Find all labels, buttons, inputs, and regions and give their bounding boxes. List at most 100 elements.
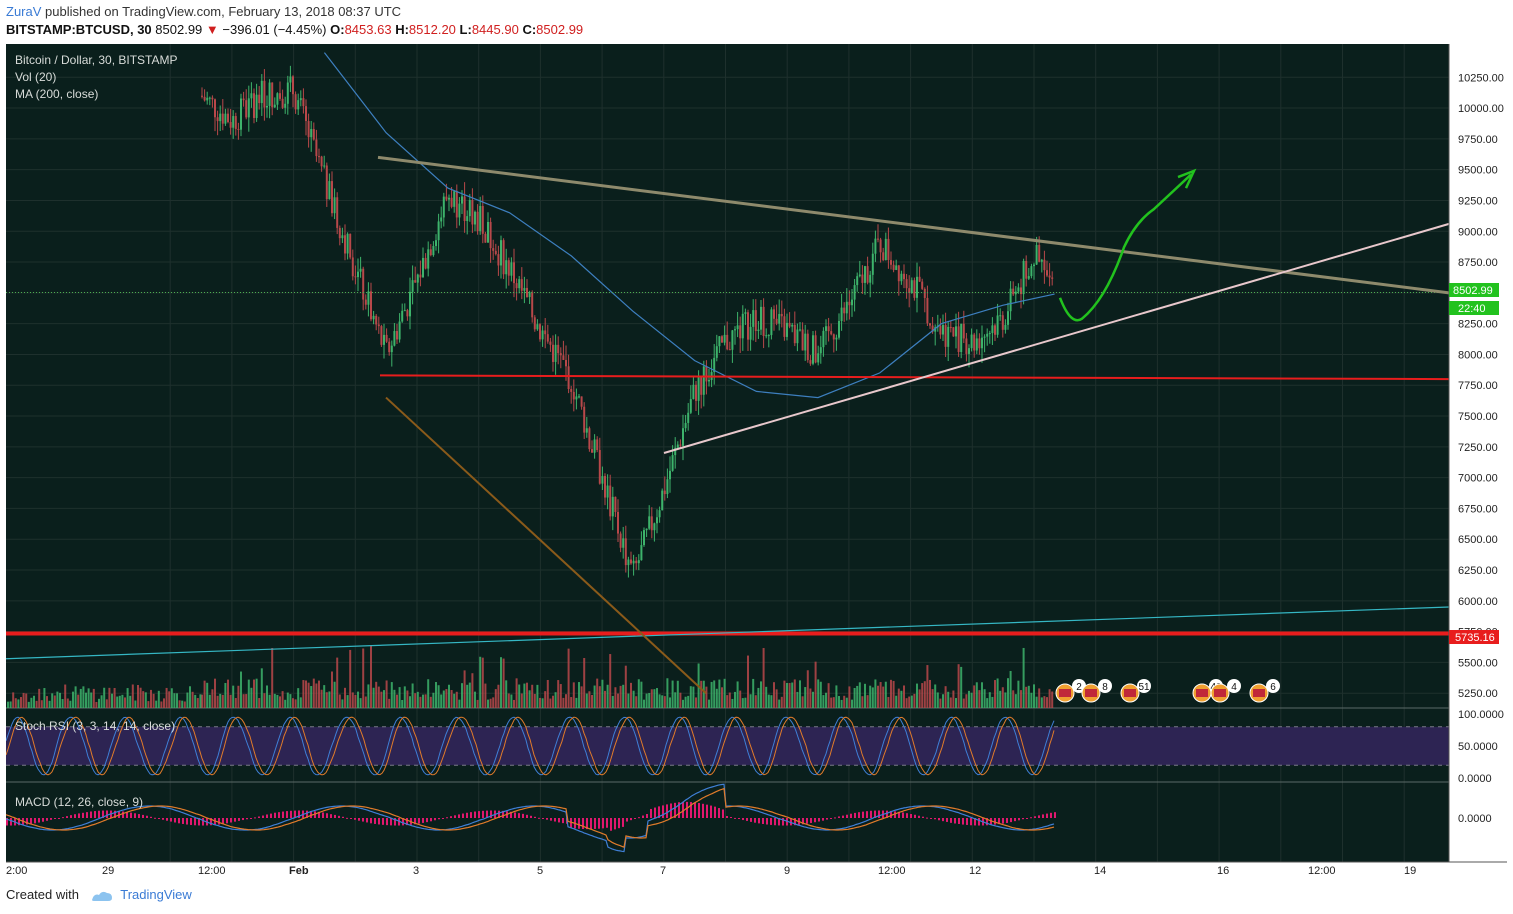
- macd-histogram-bar: [774, 818, 776, 826]
- volume-bar: [650, 689, 653, 708]
- volume-bar: [947, 691, 950, 708]
- candle-body: [783, 316, 786, 337]
- volume-bar: [682, 699, 684, 708]
- candle-body: [273, 104, 276, 108]
- volume-bar: [1033, 684, 1035, 708]
- macd-histogram-bar: [578, 818, 580, 829]
- macd-histogram-bar: [954, 818, 956, 824]
- macd-histogram-bar: [346, 817, 348, 819]
- macd-histogram-bar: [514, 812, 516, 818]
- candle-body: [411, 280, 414, 292]
- macd-histogram-bar: [374, 818, 376, 824]
- candle-body: [838, 320, 840, 338]
- volume-bar: [396, 694, 398, 708]
- candle-body: [632, 560, 635, 564]
- volume-bar: [770, 695, 773, 708]
- macd-histogram-bar: [250, 818, 252, 819]
- volume-bar: [150, 689, 152, 708]
- candle-body: [323, 165, 326, 167]
- candle-body: [1014, 291, 1017, 295]
- macd-histogram-bar: [62, 817, 64, 819]
- macd-histogram-bar: [1038, 815, 1040, 818]
- time-tick-label: 5: [537, 865, 543, 877]
- candle-body: [622, 538, 625, 548]
- volume-bar: [541, 698, 544, 708]
- candle-body: [570, 389, 573, 392]
- volume-bar: [103, 687, 106, 708]
- author-link[interactable]: ZuraV: [6, 4, 42, 19]
- candle-body: [689, 399, 692, 413]
- candle-body: [507, 260, 510, 276]
- chart-area[interactable]: 28514046 10250.0010000.009750.009500.009…: [6, 44, 1507, 878]
- candle-body: [994, 325, 996, 335]
- candle-body: [357, 271, 359, 278]
- volume-bar: [131, 684, 134, 708]
- macd-histogram-bar: [426, 818, 428, 823]
- candle-body: [424, 257, 427, 269]
- volume-bar: [905, 698, 908, 708]
- macd-histogram-bar: [458, 814, 460, 818]
- macd-histogram-bar: [6, 818, 8, 826]
- macd-histogram-bar: [662, 805, 664, 818]
- candle-body: [858, 274, 861, 277]
- volume-bar: [929, 679, 931, 708]
- event-marker[interactable]: 51: [1120, 679, 1151, 703]
- volume-bar: [892, 680, 895, 708]
- volume-bar: [926, 665, 929, 708]
- volume-bar: [890, 679, 892, 708]
- volume-bar: [323, 685, 326, 708]
- candle-body: [598, 450, 601, 484]
- candle-body: [383, 334, 385, 345]
- volume-bar: [250, 687, 253, 708]
- candle-body: [999, 315, 1002, 317]
- event-count: 2: [1076, 682, 1082, 693]
- macd-histogram-bar: [834, 817, 836, 819]
- macd-histogram-bar: [154, 817, 156, 819]
- candle-body: [635, 560, 638, 564]
- time-tick-label: 12:00: [878, 865, 906, 877]
- event-marker[interactable]: 6: [1249, 679, 1280, 703]
- stoch-d-line: [6, 716, 1055, 776]
- candle-body: [1004, 324, 1007, 330]
- grid: [6, 44, 1449, 863]
- volume-bar: [913, 693, 916, 708]
- candle-body: [1040, 259, 1043, 262]
- tradingview-link[interactable]: TradingView: [120, 887, 192, 902]
- candle-body: [258, 94, 261, 104]
- macd-histogram-bar: [306, 810, 308, 818]
- volume-bar: [983, 689, 986, 708]
- candle-body: [916, 276, 918, 298]
- volume-bar: [871, 687, 874, 708]
- candle-body: [624, 538, 627, 566]
- volume-bar: [936, 692, 939, 708]
- candle-body: [671, 455, 674, 471]
- event-marker[interactable]: 4: [1210, 679, 1241, 703]
- candle-body: [593, 439, 596, 453]
- volume-bar: [648, 693, 651, 708]
- candle-body: [520, 279, 523, 291]
- macd-histogram-bar: [966, 818, 968, 825]
- candle-body: [773, 309, 775, 319]
- candle-body: [705, 366, 708, 382]
- volume-bar: [734, 691, 736, 708]
- macd-histogram-bar: [438, 818, 440, 820]
- volume-bar: [474, 691, 476, 708]
- candle-body: [882, 252, 885, 261]
- candle-body: [362, 268, 365, 300]
- candle-body: [752, 310, 755, 327]
- macd-histogram-bar: [630, 818, 632, 821]
- macd-histogram-bar: [242, 818, 244, 821]
- macd-histogram-bar: [310, 810, 312, 818]
- candle-body: [388, 341, 391, 353]
- volume-bar: [565, 694, 567, 708]
- event-markers[interactable]: 28514046: [1055, 679, 1280, 703]
- volume-bar: [744, 697, 747, 708]
- volume-bar: [783, 680, 786, 708]
- candle-body: [544, 330, 547, 335]
- price-chart[interactable]: 28514046 10250.0010000.009750.009500.009…: [6, 44, 1507, 878]
- event-marker[interactable]: 8: [1081, 679, 1112, 703]
- candle-body: [359, 268, 362, 272]
- price-axis-bg: [1449, 44, 1507, 878]
- macd-histogram-bar: [126, 811, 128, 818]
- macd-histogram-bar: [1022, 818, 1024, 820]
